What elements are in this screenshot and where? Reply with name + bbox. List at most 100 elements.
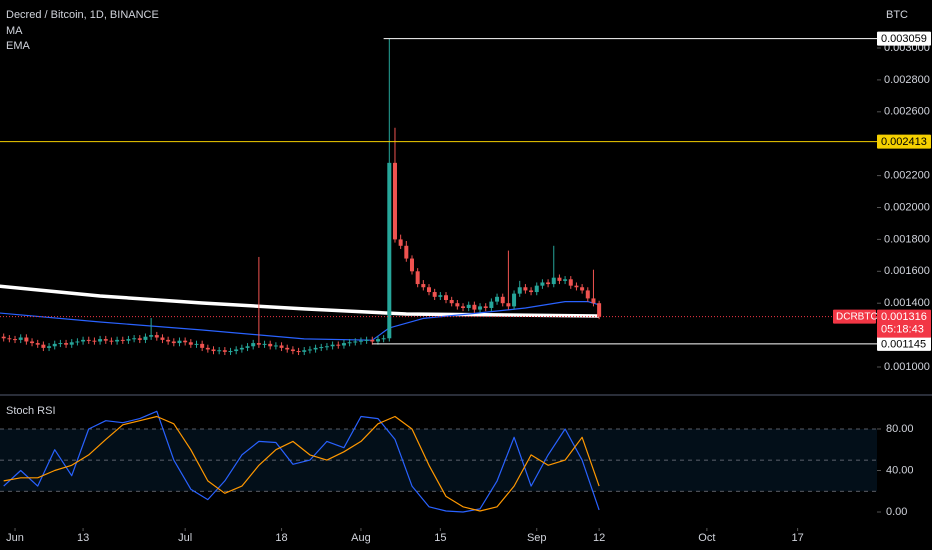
candle-body bbox=[489, 301, 494, 308]
candle-body bbox=[13, 339, 18, 341]
y-tick-label: 80.00 bbox=[886, 423, 914, 435]
candle-body bbox=[387, 162, 392, 339]
candle-body bbox=[364, 339, 369, 341]
candle-body bbox=[279, 345, 284, 348]
candle-body bbox=[7, 338, 12, 340]
indicator-label: MA bbox=[6, 25, 23, 37]
candle-body bbox=[472, 304, 477, 310]
candle-body bbox=[307, 349, 312, 351]
candle-body bbox=[574, 285, 579, 288]
y-tick-label: 0.002000 bbox=[884, 201, 930, 213]
price-level-tag bbox=[877, 31, 931, 46]
candle-body bbox=[120, 339, 125, 341]
price-level-label: 0.002413 bbox=[881, 136, 927, 148]
y-tick-label: 0.001600 bbox=[884, 265, 930, 277]
last-price-label: 0.001316 bbox=[881, 311, 927, 323]
y-tick-label: 40.00 bbox=[886, 464, 914, 476]
candle-body bbox=[557, 277, 562, 281]
candle-body bbox=[256, 343, 261, 345]
candle-body bbox=[398, 239, 403, 246]
candle-body bbox=[421, 284, 426, 288]
candle-body bbox=[449, 300, 454, 304]
candle-body bbox=[18, 337, 23, 340]
indicator-line bbox=[0, 284, 600, 318]
candle-body bbox=[245, 346, 250, 348]
candle-body bbox=[149, 335, 154, 337]
candle-body bbox=[415, 271, 420, 285]
indicator-label: EMA bbox=[6, 40, 31, 52]
candle-body bbox=[432, 292, 437, 297]
candle-body bbox=[183, 340, 188, 343]
candle-body bbox=[500, 296, 505, 304]
candle-body bbox=[86, 339, 91, 341]
candle-body bbox=[330, 344, 335, 347]
x-tick-label: Oct bbox=[698, 532, 715, 544]
stoch-line bbox=[3, 410, 600, 513]
indicator-title: Stoch RSI bbox=[6, 405, 56, 417]
candle-body bbox=[268, 343, 273, 347]
candle-body bbox=[64, 343, 69, 345]
candle-body bbox=[568, 279, 573, 286]
candle-body bbox=[523, 287, 528, 291]
candle-body bbox=[81, 339, 86, 342]
candle-body bbox=[35, 343, 40, 345]
candle-body bbox=[143, 336, 148, 340]
candle-body bbox=[41, 344, 46, 348]
x-tick-label: 18 bbox=[275, 532, 287, 544]
candle-body bbox=[341, 343, 346, 346]
candle-body bbox=[188, 342, 193, 345]
candle-body bbox=[24, 337, 29, 342]
candle-body bbox=[404, 245, 409, 259]
x-tick-label: 15 bbox=[434, 532, 446, 544]
candle-body bbox=[324, 346, 329, 348]
candle-body bbox=[438, 295, 443, 297]
candle-body bbox=[313, 347, 318, 350]
candle-body bbox=[171, 341, 176, 344]
x-tick-label: Aug bbox=[351, 532, 371, 544]
candle-body bbox=[495, 296, 500, 302]
candle-body bbox=[461, 306, 466, 308]
candle-body bbox=[103, 339, 108, 341]
candle-body bbox=[75, 341, 80, 343]
candle-body bbox=[427, 287, 432, 293]
candle-body bbox=[222, 350, 227, 352]
candle-body bbox=[262, 343, 267, 345]
x-tick-label: Jun bbox=[6, 532, 24, 544]
candle-body bbox=[483, 306, 488, 308]
symbol-tag bbox=[833, 309, 876, 324]
x-tick-label: 12 bbox=[593, 532, 605, 544]
x-tick-label: Jul bbox=[178, 532, 192, 544]
candle-body bbox=[591, 298, 596, 304]
y-tick-label: 0.002200 bbox=[884, 170, 930, 182]
unit-label: BTC bbox=[886, 9, 908, 21]
last-price-tag bbox=[877, 309, 931, 338]
candle-body bbox=[563, 279, 568, 281]
candle-body bbox=[296, 351, 301, 353]
candle-body bbox=[358, 340, 363, 342]
candle-body bbox=[319, 347, 324, 349]
candle-body bbox=[109, 340, 114, 342]
y-tick-label: 0.001800 bbox=[884, 233, 930, 245]
candle-body bbox=[239, 347, 244, 350]
candle-body bbox=[217, 350, 222, 352]
candle-body bbox=[534, 285, 539, 293]
candle-body bbox=[290, 349, 295, 352]
candle-body bbox=[154, 335, 159, 338]
candle-body bbox=[200, 343, 205, 348]
candle-body bbox=[580, 287, 585, 291]
candle-body bbox=[381, 338, 386, 340]
candle-body bbox=[353, 341, 358, 343]
candle-body bbox=[160, 337, 165, 340]
candle-body bbox=[336, 344, 341, 346]
candle-body bbox=[585, 290, 590, 299]
candle-body bbox=[251, 343, 256, 347]
candle-body bbox=[92, 340, 97, 342]
symbol-label: DCRBTC bbox=[836, 312, 878, 323]
candle-body bbox=[166, 339, 171, 342]
indicator-line bbox=[0, 301, 600, 341]
candle-body bbox=[58, 343, 63, 345]
candle-body bbox=[285, 347, 290, 350]
candle-body bbox=[392, 162, 397, 240]
